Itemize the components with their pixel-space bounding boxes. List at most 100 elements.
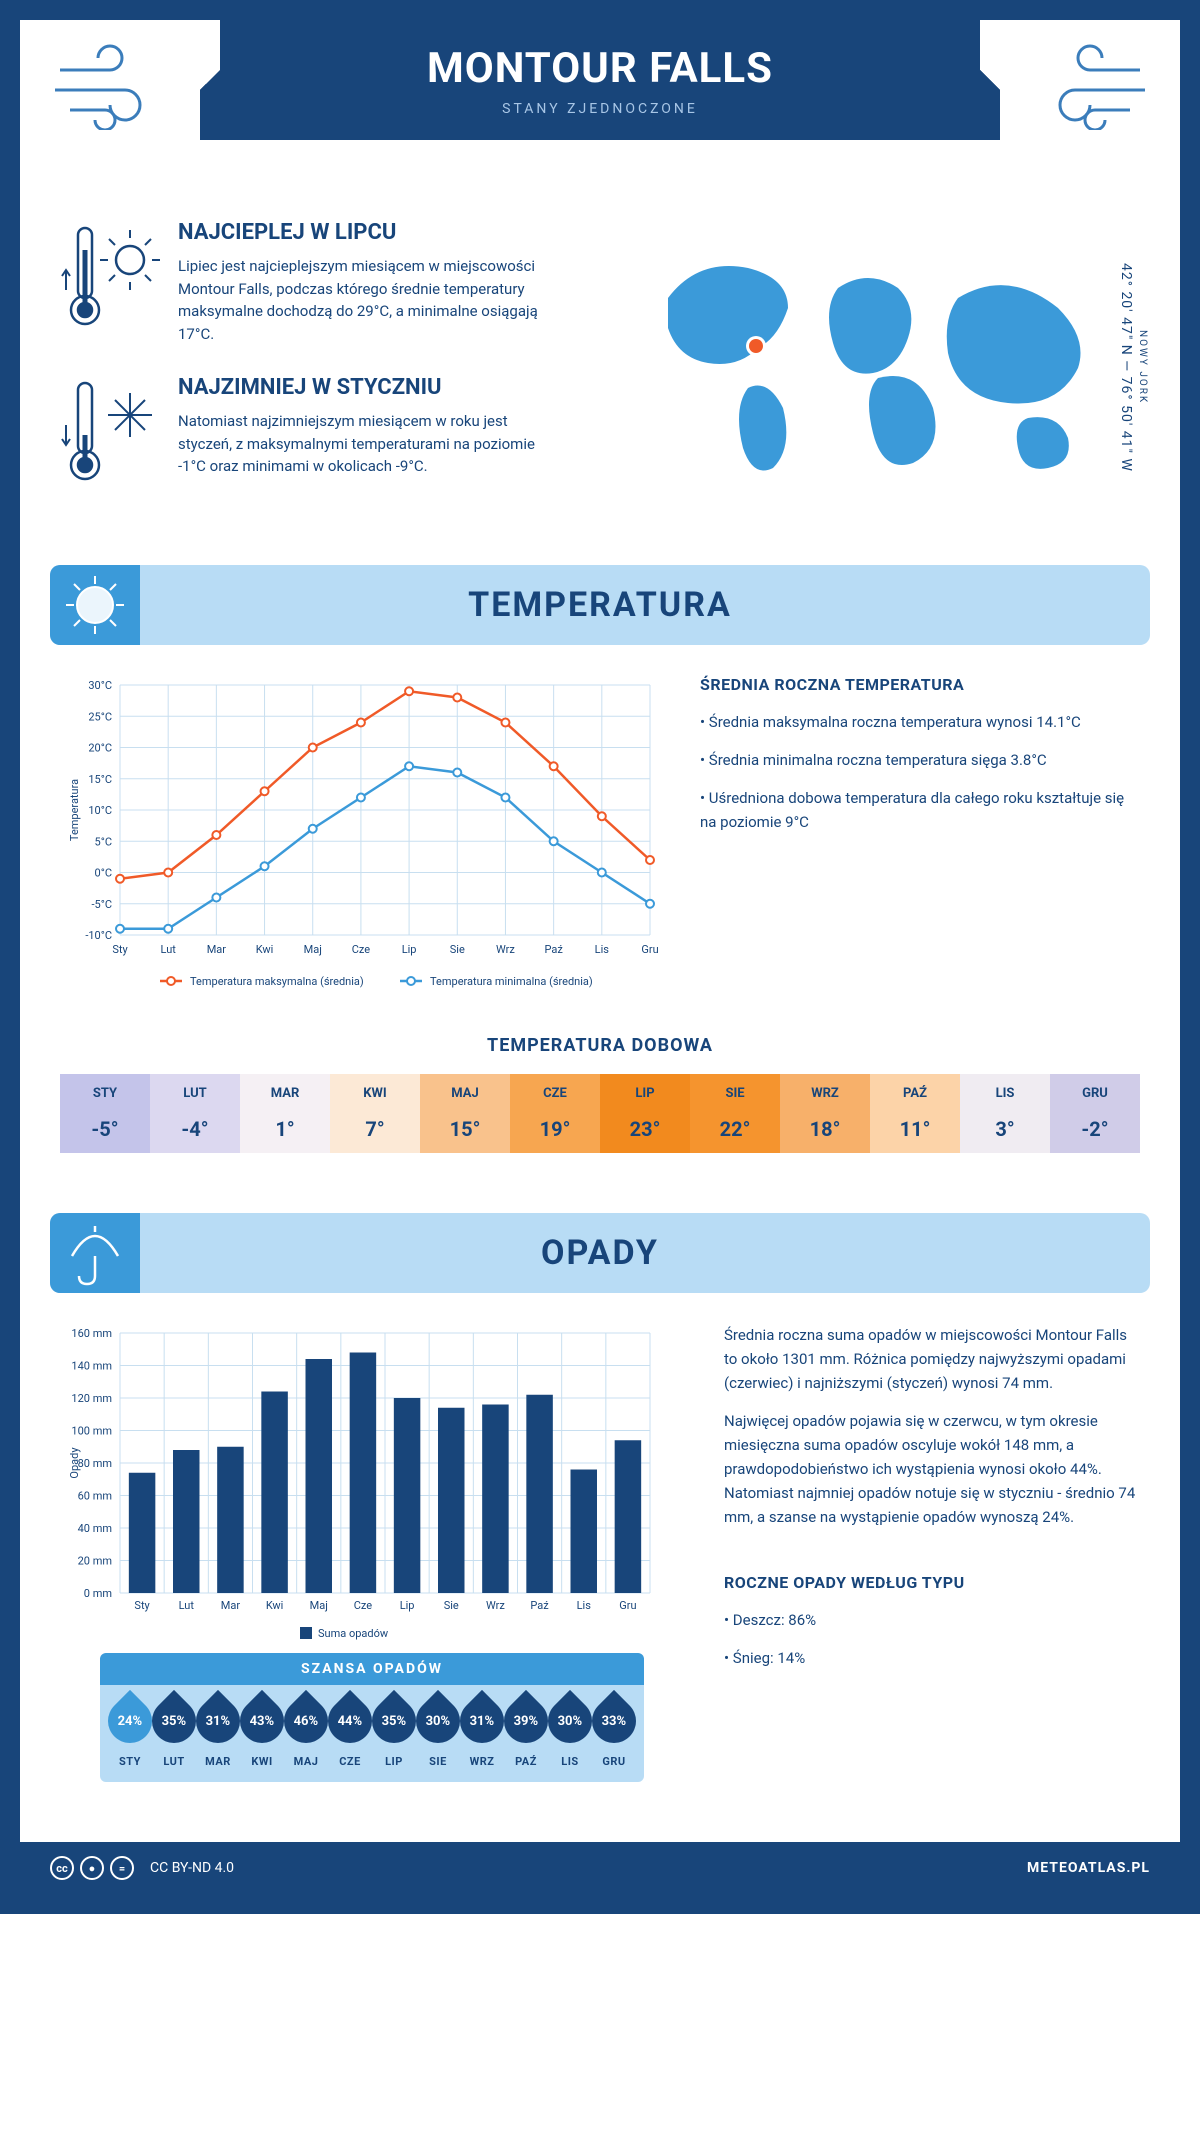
daily-value: 18°	[784, 1117, 866, 1141]
daily-value: -4°	[154, 1117, 236, 1141]
umbrella-icon	[60, 1218, 130, 1288]
drop-month: LUT	[152, 1755, 196, 1768]
daily-value: 19°	[514, 1117, 596, 1141]
avg-temp-list: Średnia maksymalna roczna temperatura wy…	[700, 710, 1140, 834]
coldest-block: NAJZIMNIEJ W STYCZNIU Natomiast najzimni…	[60, 375, 585, 485]
svg-text:120 mm: 120 mm	[71, 1392, 112, 1405]
drop-month: STY	[108, 1755, 152, 1768]
drop-month: LIS	[548, 1755, 592, 1768]
by-icon: ●	[80, 1856, 104, 1880]
rain-drop: 30%SIE	[416, 1699, 460, 1768]
daily-month: CZE	[514, 1086, 596, 1101]
sun-icon	[60, 570, 130, 640]
rain-type-item: Deszcz: 86%	[724, 1608, 1140, 1632]
svg-text:Gru: Gru	[619, 1599, 636, 1612]
svg-text:0 mm: 0 mm	[84, 1587, 112, 1600]
rain-drop: 31%MAR	[196, 1699, 240, 1768]
coldest-title: NAJZIMNIEJ W STYCZNIU	[178, 375, 558, 400]
warmest-text: Lipiec jest najcieplejszym miesiącem w m…	[178, 255, 558, 345]
license-text: CC BY-ND 4.0	[150, 1860, 234, 1876]
drop-month: PAŹ	[504, 1755, 548, 1768]
temperature-chart: -10°C-5°C0°C5°C10°C15°C20°C25°C30°CStyLu…	[60, 675, 660, 995]
warmest-block: NAJCIEPLEJ W LIPCU Lipiec jest najcieple…	[60, 220, 585, 345]
svg-text:Paź: Paź	[544, 943, 563, 956]
svg-text:Lip: Lip	[400, 1599, 415, 1612]
svg-text:Lut: Lut	[161, 943, 177, 956]
rain-by-type-list: Deszcz: 86% Śnieg: 14%	[724, 1608, 1140, 1670]
svg-text:15°C: 15°C	[88, 773, 112, 786]
svg-text:Lis: Lis	[577, 1599, 592, 1612]
drop-month: MAJ	[284, 1755, 328, 1768]
svg-text:Temperatura: Temperatura	[68, 779, 81, 841]
daily-month: LUT	[154, 1086, 236, 1101]
svg-text:Maj: Maj	[310, 1599, 328, 1612]
daily-cell: WRZ 18°	[780, 1074, 870, 1153]
daily-month: STY	[64, 1086, 146, 1101]
rain-drop: 35%LUT	[152, 1699, 196, 1768]
daily-month: PAŹ	[874, 1086, 956, 1101]
daily-cell: STY-5°	[60, 1074, 150, 1153]
svg-text:Opady: Opady	[68, 1447, 81, 1479]
state-label: NOWY JORK	[1137, 330, 1148, 404]
avg-item: Średnia maksymalna roczna temperatura wy…	[700, 710, 1140, 734]
daily-value: 22°	[694, 1117, 776, 1141]
daily-value: -2°	[1054, 1117, 1136, 1141]
svg-text:Cze: Cze	[352, 943, 371, 956]
avg-item: Średnia minimalna roczna temperatura się…	[700, 748, 1140, 772]
daily-cell: SIE22°	[690, 1074, 780, 1153]
rain-chance: SZANSA OPADÓW 24%STY35%LUT31%MAR43%KWI46…	[100, 1653, 644, 1782]
coords-text: 42° 20' 47" N — 76° 50' 41" W	[1118, 263, 1134, 472]
svg-text:Temperatura maksymalna (średni: Temperatura maksymalna (średnia)	[190, 975, 364, 988]
daily-temp-section: TEMPERATURA DOBOWA STY-5°LUT-4°MAR1°KWI7…	[20, 1025, 1180, 1193]
daily-value: 7°	[334, 1117, 416, 1141]
svg-text:Lut: Lut	[179, 1599, 195, 1612]
daily-month: WRZ	[784, 1086, 866, 1101]
daily-value: 1°	[244, 1117, 326, 1141]
svg-text:-5°C: -5°C	[92, 898, 113, 911]
header: MONTOUR FALLS STANY ZJEDNOCZONE	[20, 20, 1180, 200]
svg-text:5°C: 5°C	[95, 835, 112, 848]
daily-cell: KWI 7°	[330, 1074, 420, 1153]
svg-text:Lip: Lip	[402, 943, 417, 956]
daily-temp-title: TEMPERATURA DOBOWA	[60, 1035, 1140, 1056]
svg-text:-10°C: -10°C	[85, 929, 112, 942]
daily-value: 11°	[874, 1117, 956, 1141]
coordinates: NOWY JORK 42° 20' 47" N — 76° 50' 41" W	[1118, 220, 1150, 515]
svg-text:Temperatura minimalna (średnia: Temperatura minimalna (średnia)	[430, 975, 593, 988]
infographic-page: MONTOUR FALLS STANY ZJEDNOCZONE	[0, 0, 1200, 1914]
wind-icon-right	[1020, 40, 1150, 130]
daily-month: GRU	[1054, 1086, 1136, 1101]
rain-drop: 35%LIP	[372, 1699, 416, 1768]
daily-month: LIP	[604, 1086, 686, 1101]
site-name: METEOATLAS.PL	[1027, 1860, 1150, 1876]
svg-text:Mar: Mar	[221, 1599, 241, 1612]
daily-value: 15°	[424, 1117, 506, 1141]
license: cc ● = CC BY-ND 4.0	[50, 1856, 234, 1880]
avg-temp-title: ŚREDNIA ROCZNA TEMPERATURA	[700, 675, 1140, 694]
daily-temp-row: STY-5°LUT-4°MAR1°KWI7°MAJ15°CZE19°LIP23°…	[60, 1074, 1140, 1153]
temperature-title: TEMPERATURA	[468, 585, 732, 625]
svg-text:Maj: Maj	[304, 943, 322, 956]
summary-text: NAJCIEPLEJ W LIPCU Lipiec jest najcieple…	[60, 220, 585, 515]
svg-text:20 mm: 20 mm	[78, 1555, 112, 1568]
svg-text:80 mm: 80 mm	[78, 1457, 112, 1470]
header-banner: MONTOUR FALLS STANY ZJEDNOCZONE	[220, 20, 980, 140]
nd-icon: =	[110, 1856, 134, 1880]
svg-text:20°C: 20°C	[88, 742, 112, 755]
rain-by-type: ROCZNE OPADY WEDŁUG TYPU Deszcz: 86%Śnie…	[724, 1543, 1140, 1670]
daily-cell: LIS3°	[960, 1074, 1050, 1153]
warmest-title: NAJCIEPLEJ W LIPCU	[178, 220, 558, 245]
rain-drop: 30%LIS	[548, 1699, 592, 1768]
daily-cell: LIP23°	[600, 1074, 690, 1153]
daily-month: KWI	[334, 1086, 416, 1101]
svg-text:Sie: Sie	[444, 1599, 459, 1612]
svg-text:Sie: Sie	[450, 943, 465, 956]
rain-drop: 31%WRZ	[460, 1699, 504, 1768]
rain-type-item: Śnieg: 14%	[724, 1646, 1140, 1670]
daily-cell: PAŹ 11°	[870, 1074, 960, 1153]
svg-text:60 mm: 60 mm	[78, 1490, 112, 1503]
rain-body: 0 mm20 mm40 mm60 mm80 mm100 mm120 mm140 …	[20, 1313, 1180, 1842]
world-map-icon	[648, 238, 1108, 498]
svg-text:40 mm: 40 mm	[78, 1522, 112, 1535]
drop-month: LIP	[372, 1755, 416, 1768]
